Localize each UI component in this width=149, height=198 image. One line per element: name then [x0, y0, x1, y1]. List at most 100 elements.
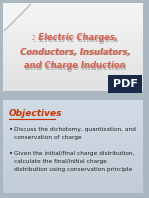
Bar — [3, 105, 143, 106]
Bar — [3, 124, 143, 125]
Bar — [3, 144, 143, 145]
Bar — [3, 78, 143, 79]
Bar — [3, 41, 143, 42]
Bar — [3, 4, 143, 5]
Bar — [3, 21, 143, 22]
Bar — [3, 60, 143, 61]
Bar — [3, 136, 143, 137]
Bar — [3, 8, 143, 9]
Bar — [3, 112, 143, 113]
Bar — [3, 15, 143, 16]
Bar — [3, 84, 143, 85]
Text: conservation of charge: conservation of charge — [14, 135, 82, 141]
Bar — [3, 184, 143, 185]
Bar — [3, 127, 143, 128]
Bar — [3, 57, 143, 58]
Bar — [3, 159, 143, 160]
Bar — [3, 54, 143, 55]
Bar — [3, 103, 143, 104]
Bar — [3, 6, 143, 7]
Bar — [3, 171, 143, 172]
Bar — [3, 24, 143, 25]
Bar — [3, 75, 143, 76]
Text: Conductors, Insulators,: Conductors, Insulators, — [21, 49, 131, 57]
Bar — [3, 33, 143, 34]
Bar — [3, 88, 143, 89]
Bar — [3, 146, 143, 147]
Text: and Charge Induction: and Charge Induction — [24, 62, 126, 70]
Bar — [3, 50, 143, 51]
Bar — [3, 162, 143, 163]
Bar — [3, 177, 143, 178]
Bar — [3, 123, 143, 124]
Text: Objectives: Objectives — [9, 109, 62, 118]
Bar — [3, 148, 143, 149]
Text: •: • — [9, 151, 13, 157]
Bar — [3, 160, 143, 161]
Bar — [3, 30, 143, 31]
Bar — [3, 34, 143, 35]
Bar — [3, 133, 143, 134]
Bar — [3, 192, 143, 193]
Bar — [3, 46, 143, 47]
Bar — [3, 48, 143, 49]
Bar — [3, 174, 143, 175]
Bar — [3, 169, 143, 170]
Bar — [3, 36, 143, 37]
Bar — [3, 185, 143, 186]
Bar — [3, 176, 143, 177]
Bar — [3, 53, 143, 54]
Bar — [3, 63, 143, 64]
Bar — [3, 131, 143, 132]
Bar — [3, 120, 143, 121]
Text: : Electric Charges,: : Electric Charges, — [32, 33, 118, 43]
Bar — [3, 81, 143, 82]
Text: calculate the final/initial charge: calculate the final/initial charge — [14, 160, 107, 165]
Bar — [3, 14, 143, 15]
Bar — [3, 16, 143, 17]
Bar — [3, 35, 143, 36]
Bar — [3, 157, 143, 158]
Bar — [3, 137, 143, 138]
Text: PDF: PDF — [112, 79, 137, 89]
Bar — [3, 108, 143, 109]
Bar — [3, 79, 143, 80]
Bar — [3, 191, 143, 192]
Bar — [3, 17, 143, 18]
Bar — [3, 107, 143, 108]
Bar — [3, 101, 143, 102]
Bar — [3, 40, 143, 41]
Bar — [3, 64, 143, 65]
Bar — [3, 13, 143, 14]
Bar — [3, 145, 143, 146]
Bar — [3, 173, 143, 174]
Bar — [3, 166, 143, 167]
Bar — [3, 190, 143, 191]
Bar — [3, 80, 143, 81]
FancyBboxPatch shape — [3, 3, 143, 91]
Bar — [3, 47, 143, 48]
Bar — [3, 141, 143, 142]
Bar — [3, 128, 143, 129]
Bar — [3, 66, 143, 67]
Bar — [3, 111, 143, 112]
Bar — [3, 100, 143, 101]
Bar — [3, 74, 143, 75]
Bar — [3, 158, 143, 159]
Text: Conductors, Insulators,: Conductors, Insulators, — [20, 48, 130, 56]
Bar — [3, 135, 143, 136]
Bar — [3, 45, 143, 46]
Bar — [3, 118, 143, 119]
Bar — [3, 132, 143, 133]
Bar — [3, 69, 143, 70]
Bar — [3, 44, 143, 45]
Bar — [3, 140, 143, 141]
Bar — [3, 11, 143, 12]
Bar — [3, 130, 143, 131]
Bar — [3, 189, 143, 190]
Bar — [3, 31, 143, 32]
Bar — [3, 181, 143, 182]
Bar — [3, 142, 143, 143]
Bar — [3, 43, 143, 44]
Bar — [3, 151, 143, 152]
